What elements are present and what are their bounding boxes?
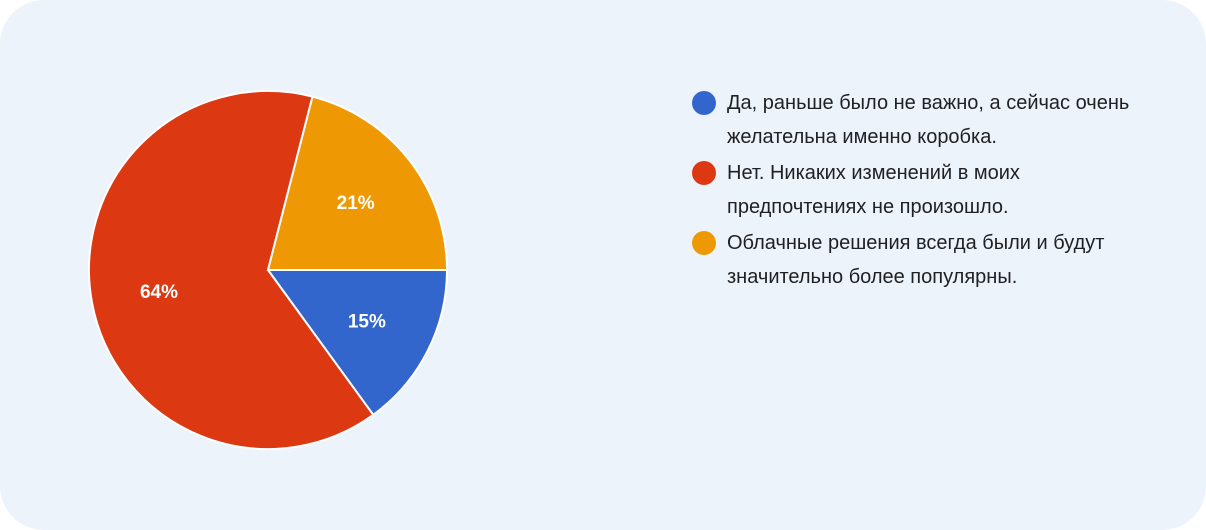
legend-label: Да, раньше было не важно, а сейчас очень…	[727, 92, 1130, 148]
slice-percent-label: 15%	[348, 311, 386, 332]
legend-label: Облачные решения всегда были и будут зна…	[727, 232, 1105, 288]
pie-slice-yes[interactable]	[266, 269, 449, 417]
slice-percent-label: 64%	[140, 282, 178, 303]
legend-dot-icon	[692, 91, 716, 115]
legend-dot-icon	[692, 231, 716, 255]
legend-dot-icon	[692, 161, 716, 185]
legend-item-no[interactable]: Нет. Никаких изменений в моих предпочтен…	[692, 156, 1132, 224]
legend-item-yes[interactable]: Да, раньше было не важно, а сейчас очень…	[692, 86, 1132, 154]
pie-slice-cloud[interactable]	[266, 95, 449, 271]
legend-label: Нет. Никаких изменений в моих предпочтен…	[727, 162, 1020, 218]
pie-slice-no[interactable]	[88, 90, 375, 450]
legend: Да, раньше было не важно, а сейчас очень…	[692, 86, 1132, 296]
slice-percent-label: 21%	[337, 193, 375, 214]
legend-item-cloud[interactable]: Облачные решения всегда были и будут зна…	[692, 226, 1132, 294]
